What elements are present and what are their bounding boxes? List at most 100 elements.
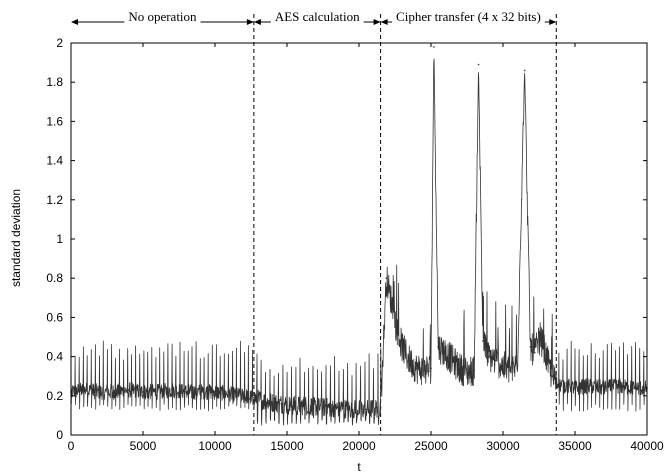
data-point bbox=[84, 389, 87, 391]
x-tick-label: 0 bbox=[68, 439, 75, 453]
data-point bbox=[395, 326, 398, 329]
x-tick-label: 15000 bbox=[270, 439, 304, 453]
y-tick-label: 0 bbox=[56, 428, 63, 442]
data-point bbox=[113, 391, 115, 393]
phase-annotation: Cipher transfer (4 x 32 bits) bbox=[380, 9, 557, 25]
y-tick-label: 1 bbox=[56, 232, 63, 246]
data-point bbox=[533, 351, 536, 354]
phase-label: AES calculation bbox=[275, 9, 360, 24]
data-point bbox=[574, 387, 576, 389]
data-point bbox=[588, 385, 591, 387]
data-point bbox=[307, 404, 310, 407]
y-tick-label: 0.4 bbox=[46, 350, 63, 364]
series-trace-layer bbox=[70, 46, 648, 426]
data-point bbox=[365, 408, 368, 411]
x-tick-label: 25000 bbox=[414, 439, 448, 453]
arrow-head-left-icon bbox=[380, 19, 388, 25]
y-tick-label: 0.6 bbox=[46, 310, 63, 324]
data-point bbox=[617, 385, 619, 387]
x-axis-title: t bbox=[357, 460, 361, 472]
data-point bbox=[293, 404, 296, 407]
phase-label-background bbox=[392, 10, 545, 25]
data-point bbox=[482, 340, 484, 342]
data-point bbox=[523, 69, 526, 72]
data-point bbox=[322, 406, 324, 409]
y-tick-label: 1.6 bbox=[46, 114, 63, 128]
y-tick-label: 1.2 bbox=[46, 193, 63, 207]
data-point bbox=[336, 406, 339, 409]
phase-label: No operation bbox=[128, 9, 197, 24]
y-tick-label: 0.8 bbox=[46, 271, 63, 285]
x-tick-label: 40000 bbox=[630, 439, 664, 453]
y-tick-label: 1.4 bbox=[46, 154, 63, 168]
data-point bbox=[433, 46, 435, 48]
arrow-head-right-icon bbox=[246, 19, 254, 25]
data-point bbox=[408, 359, 411, 362]
y-tick-label: 1.8 bbox=[46, 75, 63, 89]
plot-frame bbox=[70, 42, 648, 436]
data-point bbox=[401, 346, 404, 348]
arrow-head-right-icon bbox=[373, 19, 381, 25]
x-tick-label: 35000 bbox=[558, 439, 592, 453]
data-point bbox=[99, 391, 101, 393]
data-point bbox=[199, 391, 202, 393]
data-point bbox=[473, 369, 476, 372]
data-point bbox=[185, 391, 187, 393]
x-tick-label: 5000 bbox=[130, 439, 157, 453]
data-point bbox=[127, 389, 130, 391]
phase-annotation: No operation bbox=[71, 9, 254, 25]
phase-label-background bbox=[124, 10, 201, 25]
data-point bbox=[253, 396, 255, 399]
data-point bbox=[477, 63, 480, 66]
x-tick-label: 20000 bbox=[342, 439, 376, 453]
data-point bbox=[567, 385, 569, 387]
arrow-head-left-icon bbox=[71, 19, 78, 25]
y-axis-title: standard deviation bbox=[9, 189, 23, 287]
data-point bbox=[529, 346, 532, 348]
arrow-head-right-icon bbox=[549, 19, 557, 25]
data-point bbox=[156, 391, 159, 393]
data-point bbox=[389, 297, 392, 299]
data-point bbox=[495, 359, 497, 362]
data-point bbox=[279, 402, 281, 405]
data-point bbox=[214, 391, 216, 393]
data-point bbox=[142, 391, 144, 393]
data-point bbox=[243, 395, 245, 397]
data-point bbox=[415, 367, 418, 370]
data-point bbox=[539, 336, 542, 338]
data-point bbox=[466, 371, 468, 374]
data-point bbox=[502, 365, 504, 368]
y-tick-label: 0.2 bbox=[46, 389, 63, 403]
data-point bbox=[351, 408, 353, 411]
data-point bbox=[171, 389, 173, 391]
data-point bbox=[555, 383, 558, 385]
phase-label: Cipher transfer (4 x 32 bits) bbox=[396, 9, 541, 24]
data-point bbox=[631, 387, 634, 389]
data-point bbox=[437, 346, 440, 348]
data-point bbox=[603, 387, 605, 389]
data-point bbox=[444, 351, 447, 354]
x-tick-label: 30000 bbox=[486, 439, 520, 453]
data-point bbox=[516, 365, 519, 368]
data-point bbox=[385, 277, 388, 280]
data-point bbox=[423, 369, 425, 372]
arrow-head-left-icon bbox=[253, 19, 261, 25]
phase-annotations: No operation AES calculation Cipher transf… bbox=[71, 9, 557, 435]
data-point bbox=[551, 375, 553, 378]
phase-label-background bbox=[270, 10, 364, 25]
x-tick-label: 10000 bbox=[198, 439, 232, 453]
series-line bbox=[70, 58, 648, 426]
data-point bbox=[545, 355, 547, 358]
data-point bbox=[509, 369, 512, 372]
data-point bbox=[451, 359, 454, 362]
data-point bbox=[228, 393, 231, 395]
phase-annotation: AES calculation bbox=[253, 9, 381, 25]
data-point bbox=[430, 367, 432, 370]
data-point bbox=[459, 367, 461, 370]
data-point bbox=[379, 406, 382, 409]
data-point bbox=[487, 355, 490, 358]
axes: 0 5000 10000 15000 20000 25000 30000 35000 40000… bbox=[46, 36, 664, 453]
data-point bbox=[264, 400, 267, 403]
y-tick-label: 2 bbox=[56, 36, 63, 50]
